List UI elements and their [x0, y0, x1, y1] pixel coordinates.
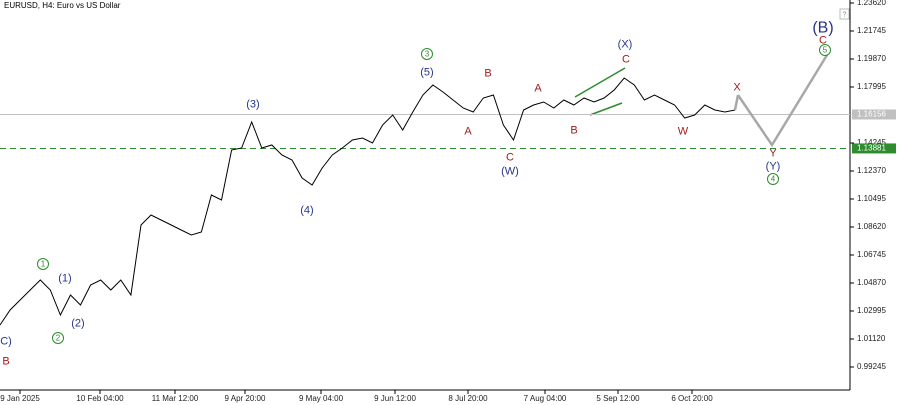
- wave-label: Y: [769, 147, 777, 159]
- price-line: [0, 77, 736, 326]
- y-tick-label: 1.10495: [857, 194, 886, 203]
- current-price-label: 1.16156: [857, 110, 886, 119]
- x-tick-label: 9 May 04:00: [299, 394, 344, 403]
- x-tick-label: 11 Mar 12:00: [152, 394, 199, 403]
- current-price-box: [852, 109, 896, 120]
- x-tick-label: 9 Jan 2025: [0, 394, 40, 403]
- wave-label: B: [484, 67, 491, 79]
- wave-label: C: [622, 53, 630, 65]
- y-tick-label: 0.99245: [857, 362, 886, 371]
- y-tick-label: 1.04870: [857, 278, 886, 287]
- wave-circle: [421, 48, 433, 60]
- y-tick-label: 1.06745: [857, 250, 886, 259]
- wave-label: X: [733, 81, 741, 93]
- wave-label: A: [464, 125, 472, 137]
- wave-label: A: [534, 82, 542, 94]
- y-tick-label: 1.17995: [857, 82, 886, 91]
- wave-label: B: [570, 124, 577, 136]
- wave-label: W: [678, 125, 689, 137]
- projection-connector: [733, 94, 740, 111]
- y-tick-label: 1.08620: [857, 222, 886, 231]
- wave-circle: [37, 258, 49, 270]
- wave-label: (1): [58, 272, 71, 284]
- wave-circle: [52, 332, 64, 344]
- wave-circle: [767, 173, 779, 185]
- wave-label: (5): [420, 66, 433, 78]
- x-tick-label: 10 Feb 04:00: [76, 394, 124, 403]
- wave-label: (4): [300, 204, 313, 216]
- y-tick-label: 1.14245: [857, 138, 886, 147]
- level-box: [852, 143, 896, 154]
- projection-line: [736, 54, 829, 148]
- wave-label: (W): [501, 165, 519, 177]
- x-tick-label: 7 Aug 04:00: [524, 394, 567, 403]
- wave-label: (2): [71, 317, 84, 329]
- wave-label: 4: [771, 175, 776, 184]
- wave-label: (B): [812, 20, 833, 37]
- wave-label: (X): [618, 38, 633, 50]
- channel-line: [574, 67, 626, 98]
- y-tick-label: 1.02995: [857, 306, 886, 315]
- level-label: 1.13881: [857, 144, 886, 153]
- x-tick-label: 6 Oct 20:00: [671, 394, 713, 403]
- channel-line: [589, 102, 623, 116]
- y-tick-label: 1.23620: [857, 0, 886, 7]
- wave-label: 5: [823, 46, 828, 55]
- wave-label: (Y): [766, 160, 781, 172]
- wave-label: (3): [246, 98, 259, 110]
- wave-circle: [819, 44, 831, 56]
- chart-title: EURUSD, H4: Euro vs US Dollar: [4, 1, 121, 10]
- x-tick-label: 9 Jun 12:00: [374, 394, 416, 403]
- y-tick-label: 1.12370: [857, 166, 886, 175]
- x-tick-label: 9 Apr 20:00: [225, 394, 266, 403]
- x-tick-label: 5 Sep 12:00: [596, 394, 640, 403]
- wave-label: C): [0, 335, 12, 347]
- y-tick-label: 1.01120: [857, 334, 886, 343]
- y-tick-label: 1.21745: [857, 26, 886, 35]
- x-tick-label: 8 Jul 20:00: [448, 394, 488, 403]
- wave-label: 1: [41, 260, 46, 269]
- wave-label: 2: [56, 334, 61, 343]
- wave-label: C: [506, 151, 514, 163]
- help-icon: ?: [843, 11, 847, 18]
- y-tick-label: 1.19870: [857, 54, 886, 63]
- wave-label: C: [819, 34, 827, 46]
- wave-label: B: [2, 355, 9, 367]
- help-button[interactable]: [839, 8, 850, 20]
- wave-label: 3: [425, 50, 430, 59]
